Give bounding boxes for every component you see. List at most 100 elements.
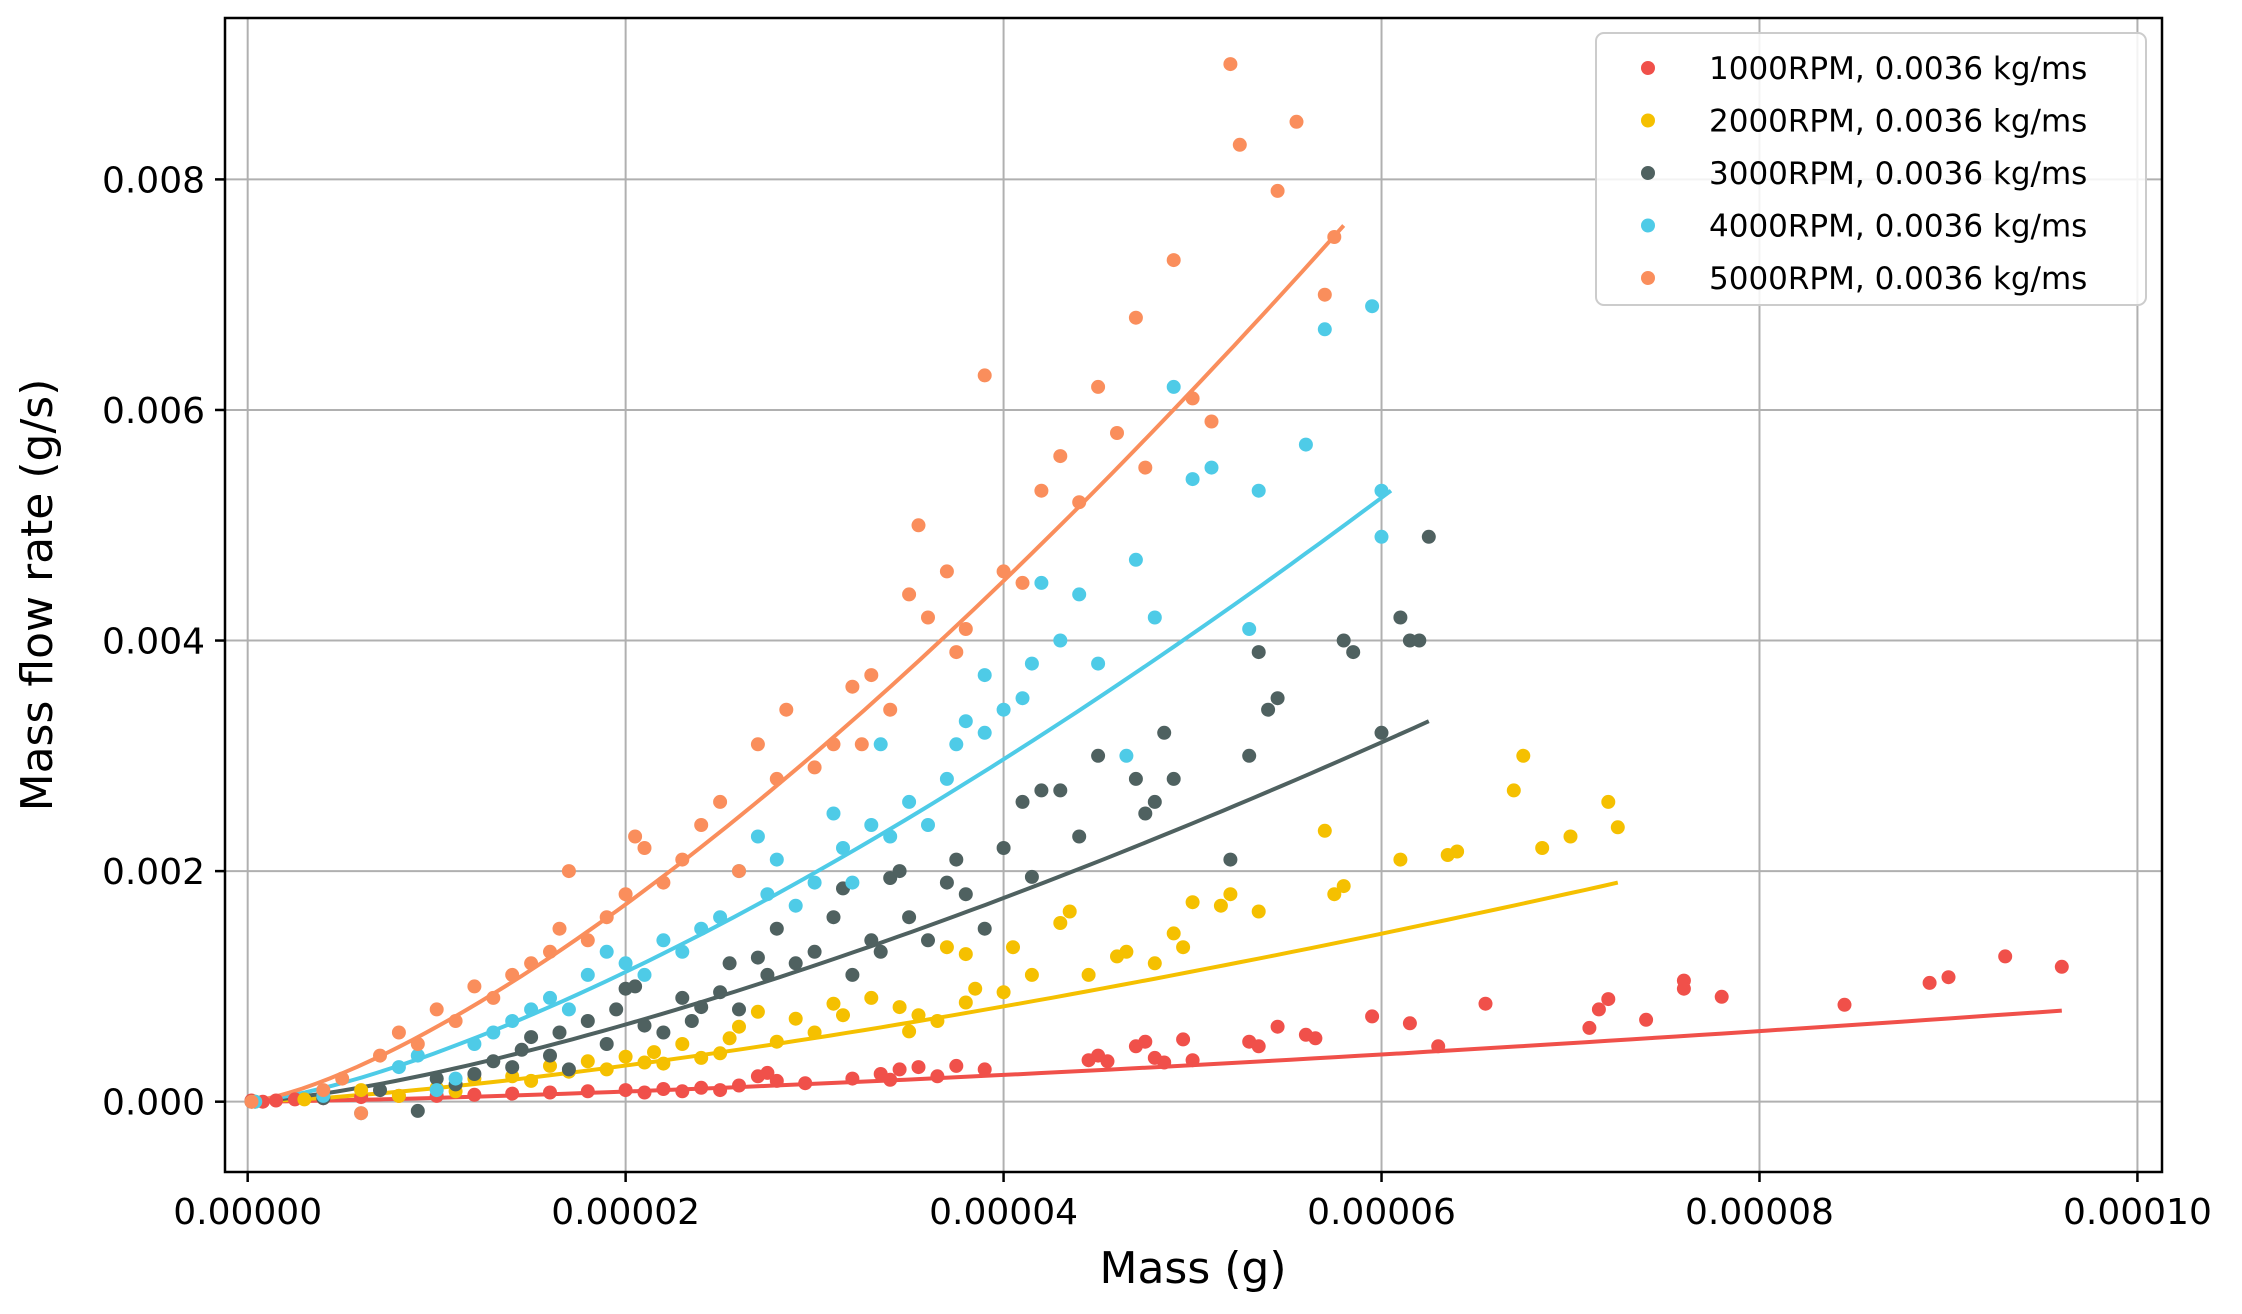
y-axis-ticks: 0.000 0.002 0.004 0.006 0.008 bbox=[102, 160, 225, 1124]
data-point bbox=[930, 1014, 945, 1028]
data-point bbox=[902, 794, 917, 809]
data-points bbox=[244, 57, 2069, 1121]
data-point bbox=[722, 1031, 737, 1046]
data-point bbox=[713, 985, 728, 1000]
data-point bbox=[580, 1084, 595, 1099]
data-point bbox=[1015, 691, 1030, 706]
data-point bbox=[1317, 823, 1332, 838]
data-point bbox=[921, 610, 935, 625]
data-point bbox=[1402, 1016, 1417, 1031]
data-point bbox=[618, 956, 633, 971]
data-point bbox=[996, 702, 1011, 717]
data-point bbox=[1270, 691, 1285, 706]
data-point bbox=[694, 1050, 709, 1065]
data-point bbox=[854, 737, 869, 752]
data-point bbox=[1365, 1009, 1380, 1024]
data-point bbox=[694, 818, 709, 832]
data-point bbox=[958, 622, 973, 636]
data-point bbox=[1516, 748, 1531, 763]
data-point bbox=[1374, 529, 1389, 544]
legend-marker bbox=[1641, 113, 1655, 128]
data-point bbox=[769, 852, 784, 867]
data-point bbox=[1601, 992, 1616, 1007]
data-point bbox=[902, 1024, 917, 1039]
data-point bbox=[429, 1002, 444, 1017]
data-point bbox=[1166, 771, 1181, 786]
data-point bbox=[1157, 1055, 1172, 1070]
data-point bbox=[354, 1083, 369, 1098]
data-point bbox=[486, 1025, 501, 1040]
data-point bbox=[769, 1073, 784, 1088]
data-point bbox=[1393, 852, 1408, 867]
data-point bbox=[637, 841, 652, 855]
data-point bbox=[467, 979, 482, 994]
data-point bbox=[429, 1071, 444, 1086]
data-point bbox=[486, 1054, 501, 1069]
legend-label: 1000RPM, 0.0036 kg/ms bbox=[1709, 51, 2087, 87]
data-point bbox=[826, 806, 841, 821]
x-tick-label: 0.00002 bbox=[551, 1192, 700, 1233]
data-point bbox=[656, 875, 671, 890]
data-point bbox=[552, 1025, 567, 1040]
data-point bbox=[637, 1018, 652, 1033]
data-point bbox=[580, 967, 595, 982]
series-4000rpm-0-0036-kg-ms bbox=[248, 299, 1389, 1121]
data-point bbox=[732, 1002, 746, 1017]
x-axis-ticks: 0.00000 0.00002 0.00004 0.00006 0.00008 0.000… bbox=[173, 1172, 2212, 1233]
data-point bbox=[1204, 414, 1219, 429]
x-axis-label: Mass (g) bbox=[1099, 1243, 1286, 1294]
data-point bbox=[911, 1060, 926, 1075]
data-point bbox=[892, 1062, 907, 1077]
data-point bbox=[864, 990, 879, 1005]
data-point bbox=[1185, 391, 1200, 406]
legend-marker bbox=[1641, 61, 1655, 75]
data-point bbox=[675, 1037, 690, 1051]
data-point bbox=[1176, 940, 1191, 955]
y-axis-label: Mass flow rate (g/s) bbox=[12, 379, 63, 812]
data-point bbox=[977, 668, 992, 683]
data-point bbox=[1327, 887, 1342, 902]
data-point bbox=[1015, 794, 1030, 809]
x-tick-label: 0.00008 bbox=[1685, 1192, 1834, 1233]
data-point bbox=[1563, 829, 1578, 844]
data-point bbox=[524, 1002, 539, 1017]
data-point bbox=[543, 944, 557, 959]
data-point bbox=[798, 1076, 813, 1091]
data-point bbox=[958, 995, 973, 1010]
data-point bbox=[921, 818, 935, 832]
series-5000rpm-0-0036-kg-ms bbox=[244, 57, 1342, 1121]
data-point bbox=[1242, 622, 1257, 636]
data-point bbox=[675, 1084, 690, 1099]
y-tick-label: 0.002 bbox=[102, 852, 205, 893]
data-point bbox=[892, 864, 907, 879]
data-point bbox=[807, 944, 822, 959]
legend-box bbox=[1595, 32, 2147, 306]
data-point bbox=[1024, 656, 1039, 671]
data-point bbox=[807, 760, 822, 775]
data-point bbox=[505, 1014, 520, 1028]
data-point bbox=[1213, 898, 1228, 913]
data-point bbox=[1072, 829, 1087, 844]
series-3000rpm-0-0036-kg-ms bbox=[244, 529, 1436, 1118]
data-point bbox=[2054, 959, 2069, 974]
data-point bbox=[1251, 904, 1266, 919]
data-point bbox=[1270, 1019, 1285, 1034]
data-point bbox=[1053, 449, 1068, 464]
data-point bbox=[1941, 970, 1956, 985]
data-point bbox=[713, 1046, 728, 1061]
data-point bbox=[391, 1025, 406, 1040]
data-point bbox=[722, 956, 737, 971]
data-point bbox=[958, 947, 973, 962]
data-point bbox=[769, 921, 784, 936]
data-point bbox=[769, 1034, 784, 1049]
data-point bbox=[769, 771, 784, 786]
data-point bbox=[1336, 633, 1351, 648]
data-point bbox=[1157, 725, 1172, 740]
data-point bbox=[826, 737, 841, 752]
data-point bbox=[845, 967, 860, 982]
data-point bbox=[656, 933, 671, 948]
data-point bbox=[1223, 887, 1238, 902]
data-point bbox=[1450, 844, 1465, 859]
data-point bbox=[760, 887, 775, 902]
data-point bbox=[561, 1002, 576, 1017]
